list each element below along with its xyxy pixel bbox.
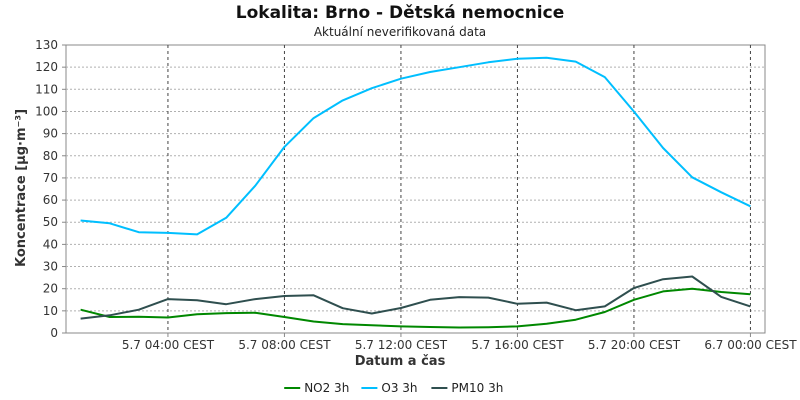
x-tick-label: 5.7 04:00 CEST xyxy=(122,338,215,352)
x-tick-label: 5.7 12:00 CEST xyxy=(355,338,448,352)
y-tick-label: 120 xyxy=(35,60,58,74)
chart-subtitle: Aktuální neverifikovaná data xyxy=(314,25,486,39)
legend: NO2 3h O3 3h PM10 3h xyxy=(284,381,503,395)
y-axis-title: Koncentrace [µg·m⁻³] xyxy=(14,109,29,267)
series-line-o3-3h xyxy=(80,56,751,236)
y-tick-label: 100 xyxy=(35,104,58,118)
y-tick-label: 80 xyxy=(43,149,58,163)
chart-title: Lokalita: Brno - Dětská nemocnice xyxy=(236,3,565,23)
y-tick-label: 130 xyxy=(35,38,58,52)
x-tick-label: 5.7 08:00 CEST xyxy=(238,338,331,352)
y-tick-label: 0 xyxy=(50,326,58,340)
legend-label-no2-3h: NO2 3h xyxy=(304,381,349,395)
y-tick-label: 40 xyxy=(43,237,58,251)
x-tick-label: 6.7 00:00 CEST xyxy=(704,338,797,352)
grid xyxy=(66,45,765,333)
y-tick-label: 70 xyxy=(43,171,58,185)
y-tick-label: 50 xyxy=(43,215,58,229)
series-line-no2-3h xyxy=(80,287,751,329)
y-axis-ticks: 0 10 20 30 40 50 60 70 80 90 100 110 120 130 xyxy=(35,38,66,340)
legend-label-o3-3h: O3 3h xyxy=(381,381,417,395)
y-tick-label: 30 xyxy=(43,260,58,274)
y-tick-label: 90 xyxy=(43,127,58,141)
series-lines xyxy=(80,56,751,329)
y-tick-label: 10 xyxy=(43,304,58,318)
plot-area xyxy=(65,44,766,334)
x-axis-title: Datum a čas xyxy=(355,354,446,369)
x-axis-ticks: 5.7 04:00 CEST 5.7 08:00 CEST 5.7 12:00 CE… xyxy=(122,333,797,352)
legend-label-pm10-3h: PM10 3h xyxy=(451,381,503,395)
y-tick-label: 110 xyxy=(35,82,58,96)
x-tick-label: 5.7 16:00 CEST xyxy=(471,338,564,352)
y-tick-label: 60 xyxy=(43,193,58,207)
x-tick-label: 5.7 20:00 CEST xyxy=(588,338,681,352)
y-tick-label: 20 xyxy=(43,282,58,296)
series-line-pm10-3h xyxy=(80,275,751,320)
